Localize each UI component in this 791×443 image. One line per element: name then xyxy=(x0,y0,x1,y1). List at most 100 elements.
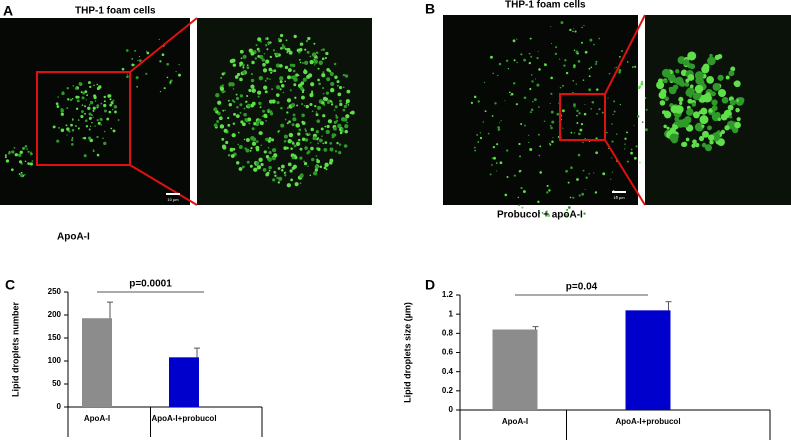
droplet xyxy=(573,49,576,52)
droplet xyxy=(310,82,315,87)
droplet xyxy=(229,147,234,152)
droplet xyxy=(227,116,230,120)
droplet xyxy=(246,160,250,164)
droplet xyxy=(70,138,74,142)
droplet xyxy=(84,112,86,115)
droplet xyxy=(265,154,270,159)
droplet xyxy=(694,122,704,132)
droplet xyxy=(345,114,350,119)
droplet xyxy=(310,146,314,151)
droplet xyxy=(641,121,644,123)
droplet xyxy=(77,119,80,121)
droplet xyxy=(322,114,326,118)
droplet xyxy=(243,107,246,110)
droplet xyxy=(331,136,334,139)
droplet xyxy=(298,138,301,142)
droplet xyxy=(550,110,554,114)
droplet xyxy=(11,150,15,154)
droplet xyxy=(588,67,591,70)
droplet xyxy=(268,150,272,155)
y-tick-label: 0.6 xyxy=(442,348,454,357)
panel-title: THP-1 foam cells xyxy=(75,6,156,17)
droplet xyxy=(523,96,527,100)
droplet xyxy=(579,128,583,132)
droplet xyxy=(682,59,690,66)
droplet xyxy=(89,85,92,88)
droplet xyxy=(304,129,307,133)
droplet xyxy=(275,52,279,56)
droplet xyxy=(679,101,683,106)
droplet xyxy=(250,135,255,141)
droplet xyxy=(717,130,721,134)
droplet xyxy=(4,156,7,159)
droplet xyxy=(473,146,476,149)
droplet xyxy=(510,92,514,96)
bar xyxy=(625,310,671,410)
droplet xyxy=(602,172,606,176)
droplet xyxy=(288,120,291,124)
droplet xyxy=(245,138,250,142)
droplet xyxy=(72,85,75,87)
droplet xyxy=(92,149,95,152)
droplet xyxy=(102,137,104,139)
droplet xyxy=(303,104,306,107)
droplet xyxy=(608,72,611,75)
scale-bar-label: 10 µm xyxy=(167,197,179,202)
droplet xyxy=(346,89,351,94)
droplet xyxy=(111,108,114,111)
droplet xyxy=(702,93,712,103)
droplet xyxy=(248,88,252,92)
droplet xyxy=(537,50,539,52)
droplet xyxy=(685,108,694,116)
droplet xyxy=(633,125,635,127)
droplet xyxy=(630,148,633,151)
droplet xyxy=(343,144,348,148)
droplet xyxy=(707,134,715,141)
droplet xyxy=(290,153,295,158)
droplet xyxy=(249,164,253,168)
droplet xyxy=(71,137,74,139)
droplet xyxy=(321,101,325,105)
droplet xyxy=(287,139,292,144)
droplet xyxy=(281,43,284,46)
droplet xyxy=(340,117,346,122)
droplet xyxy=(257,90,262,95)
droplet xyxy=(538,154,541,157)
droplet xyxy=(491,115,494,117)
droplet xyxy=(330,103,334,106)
droplet xyxy=(566,208,569,211)
droplet xyxy=(259,40,262,43)
droplet xyxy=(549,124,552,127)
droplet xyxy=(615,133,618,135)
droplet xyxy=(215,93,220,98)
droplet xyxy=(236,161,240,165)
droplet xyxy=(729,99,736,106)
droplet xyxy=(470,101,473,104)
droplet xyxy=(632,66,634,68)
droplet xyxy=(730,66,736,72)
droplet xyxy=(4,154,7,157)
droplet xyxy=(301,113,305,118)
droplet xyxy=(329,147,334,152)
droplet xyxy=(536,57,539,60)
panel-caption: Probucol + apoA-I xyxy=(497,210,583,221)
droplet xyxy=(277,167,281,170)
droplet xyxy=(546,191,549,194)
droplet xyxy=(259,106,262,109)
droplet xyxy=(76,95,80,99)
droplet xyxy=(492,146,495,149)
droplet xyxy=(565,169,568,173)
droplet xyxy=(286,111,289,114)
droplet xyxy=(166,62,170,66)
droplet xyxy=(313,64,316,66)
droplet xyxy=(242,54,247,59)
droplet xyxy=(30,152,33,156)
droplet xyxy=(508,91,511,94)
droplet xyxy=(311,52,316,57)
y-tick-label: 100 xyxy=(48,356,62,365)
droplet xyxy=(324,56,327,60)
droplet xyxy=(530,55,533,58)
droplet xyxy=(292,63,296,68)
droplet xyxy=(291,156,295,160)
droplet xyxy=(242,70,246,75)
